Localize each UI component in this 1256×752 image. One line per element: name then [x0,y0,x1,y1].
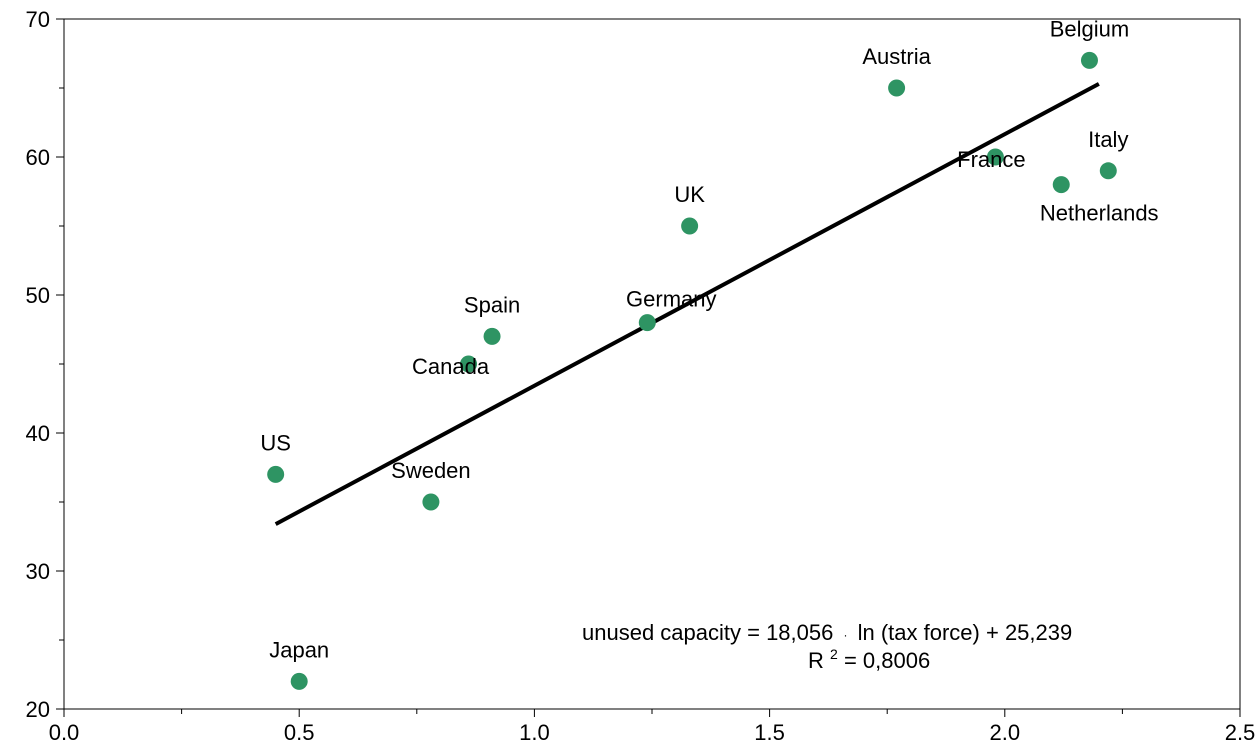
label-sweden: Sweden [391,458,471,483]
point-labels-group: US Japan Sweden Canada Spain Germany UK Austria… [260,16,1158,662]
plot-frame [63,18,1241,710]
label-spain: Spain [464,292,520,317]
y-tick-label: 40 [26,421,50,446]
point-italy [1099,162,1117,180]
r-squared-text: R 2 = 0,8006 [808,639,930,673]
equation-right: ln (tax force) + 25,239 [858,620,1073,645]
r2-prefix: R [808,648,824,673]
trendline [274,82,1100,526]
equation-left: unused capacity = 18,056 [582,620,833,645]
point-austria [888,79,906,97]
y-tick-label: 50 [26,283,50,308]
label-netherlands: Netherlands [1040,201,1159,226]
x-tick-label: 0.5 [284,720,315,745]
label-canada: Canada [412,354,490,379]
x-tick-label: 1.5 [754,720,785,745]
points-group [267,51,1117,690]
equation-dot: · [843,628,847,642]
y-tick-label: 20 [26,697,50,722]
r2-superscript: 2 [830,646,838,662]
x-tick-label: 1.0 [519,720,550,745]
y-tick-label: 70 [26,7,50,32]
point-netherlands [1052,176,1070,194]
x-tick-label: 0.0 [49,720,80,745]
equation-text: unused capacity = 18,056 · ln (tax force… [582,619,1072,645]
point-germany [638,314,656,332]
label-uk: UK [674,182,705,207]
point-us [267,465,285,483]
label-france: France [957,147,1025,172]
label-japan: Japan [269,637,329,662]
point-spain [483,327,501,345]
point-sweden [422,493,440,511]
point-japan [290,672,308,690]
label-italy: Italy [1088,127,1128,152]
x-tick-label: 2.0 [990,720,1021,745]
point-france [986,148,1004,166]
r2-value: = 0,8006 [844,648,930,673]
y-tick-label: 60 [26,145,50,170]
x-tick-label: 2.5 [1225,720,1256,745]
trendline-group [274,82,1100,526]
label-austria: Austria [862,44,931,69]
label-belgium: Belgium [1050,16,1129,41]
axes: 20 30 40 50 60 70 0.0 0.5 1.0 1.5 2.0 2.5 [26,7,1256,745]
label-us: US [260,430,291,455]
point-canada [460,355,478,373]
point-uk [681,217,699,235]
annotation-group: unused capacity = 18,056 · ln (tax force… [582,619,1072,673]
label-germany: Germany [626,287,716,312]
point-belgium [1080,51,1098,69]
y-tick-label: 30 [26,559,50,584]
